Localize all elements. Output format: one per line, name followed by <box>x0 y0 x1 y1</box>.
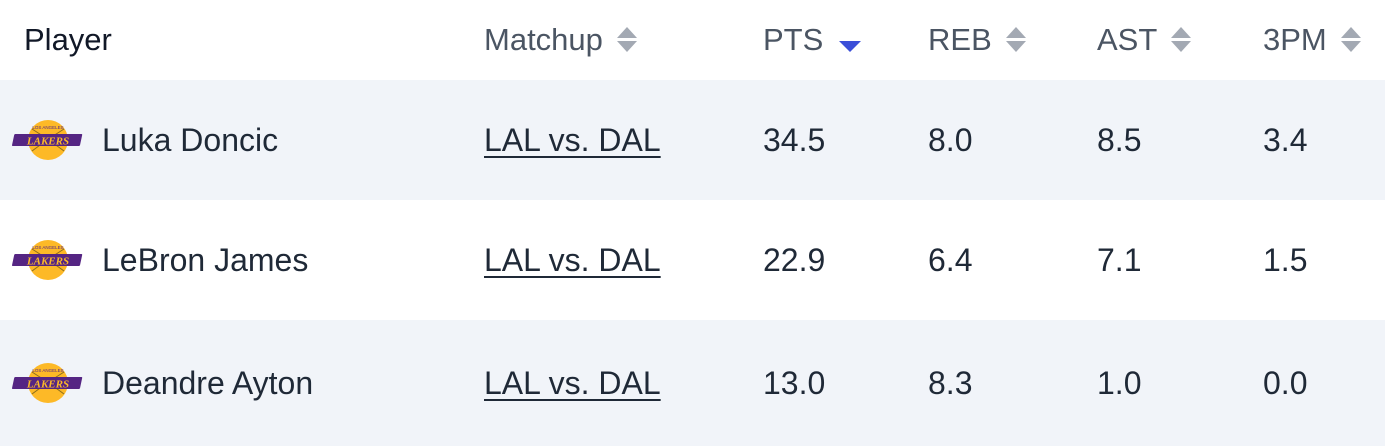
3pm-value: 1.5 <box>1263 241 1308 278</box>
player-cell: LAKERS LOS ANGELES Deandre Ayton <box>12 320 313 446</box>
column-header-matchup-label: Matchup <box>484 22 603 57</box>
player-name: Deandre Ayton <box>102 364 314 401</box>
column-header-ast-label: AST <box>1097 22 1158 57</box>
column-header-reb[interactable]: REB <box>928 0 1026 80</box>
matchup-cell: LAL vs. DAL <box>484 320 661 446</box>
ast-value: 8.5 <box>1097 121 1142 158</box>
matchup-cell: LAL vs. DAL <box>484 80 661 200</box>
ast-value: 7.1 <box>1097 241 1142 278</box>
reb-value: 8.3 <box>928 364 973 401</box>
sort-icon[interactable] <box>1340 25 1361 55</box>
pts-value: 22.9 <box>763 241 826 278</box>
lakers-logo-icon: LAKERS LOS ANGELES <box>12 360 84 406</box>
pts-value: 34.5 <box>763 121 826 158</box>
svg-text:LOS ANGELES: LOS ANGELES <box>32 245 63 250</box>
svg-text:LAKERS: LAKERS <box>26 136 69 148</box>
pts-value: 13.0 <box>763 364 826 401</box>
column-header-pts[interactable]: PTS <box>763 0 862 80</box>
sort-descending-icon[interactable] <box>839 40 862 52</box>
matchup-cell: LAL vs. DAL <box>484 200 661 320</box>
lakers-logo-icon: LAKERS LOS ANGELES <box>12 117 84 163</box>
column-header-ast[interactable]: AST <box>1097 0 1192 80</box>
matchup-link[interactable]: LAL vs. DAL <box>484 121 661 158</box>
sort-icon[interactable] <box>1005 25 1026 55</box>
matchup-link[interactable]: LAL vs. DAL <box>484 241 661 278</box>
player-cell: LAKERS LOS ANGELES Luka Doncic <box>12 80 278 200</box>
3pm-value: 3.4 <box>1263 121 1308 158</box>
table-header-row: Player Matchup PTS REB AST 3PM <box>0 0 1385 80</box>
reb-value: 6.4 <box>928 241 973 278</box>
table-row: LAKERS LOS ANGELES Luka Doncic LAL vs. D… <box>0 80 1385 200</box>
column-header-3pm[interactable]: 3PM <box>1263 0 1361 80</box>
ast-value: 1.0 <box>1097 364 1142 401</box>
column-header-player-label: Player <box>24 22 112 57</box>
player-cell: LAKERS LOS ANGELES LeBron James <box>12 200 308 320</box>
reb-value: 8.0 <box>928 121 973 158</box>
sort-icon[interactable] <box>1171 25 1192 55</box>
svg-text:LAKERS: LAKERS <box>26 256 69 268</box>
table-row: LAKERS LOS ANGELES LeBron James LAL vs. … <box>0 200 1385 320</box>
lakers-logo-icon: LAKERS LOS ANGELES <box>12 237 84 283</box>
matchup-link[interactable]: LAL vs. DAL <box>484 364 661 401</box>
player-name: Luka Doncic <box>102 121 279 158</box>
sort-icon[interactable] <box>616 25 637 55</box>
svg-text:LOS ANGELES: LOS ANGELES <box>32 125 63 130</box>
column-header-3pm-label: 3PM <box>1263 22 1327 57</box>
column-header-pts-label: PTS <box>763 22 824 57</box>
player-name: LeBron James <box>102 241 309 278</box>
table-row: LAKERS LOS ANGELES Deandre Ayton LAL vs.… <box>0 320 1385 446</box>
3pm-value: 0.0 <box>1263 364 1308 401</box>
column-header-player: Player <box>24 0 112 80</box>
column-header-matchup[interactable]: Matchup <box>484 0 637 80</box>
svg-text:LOS ANGELES: LOS ANGELES <box>32 368 63 373</box>
svg-text:LAKERS: LAKERS <box>26 379 69 391</box>
column-header-reb-label: REB <box>928 22 992 57</box>
